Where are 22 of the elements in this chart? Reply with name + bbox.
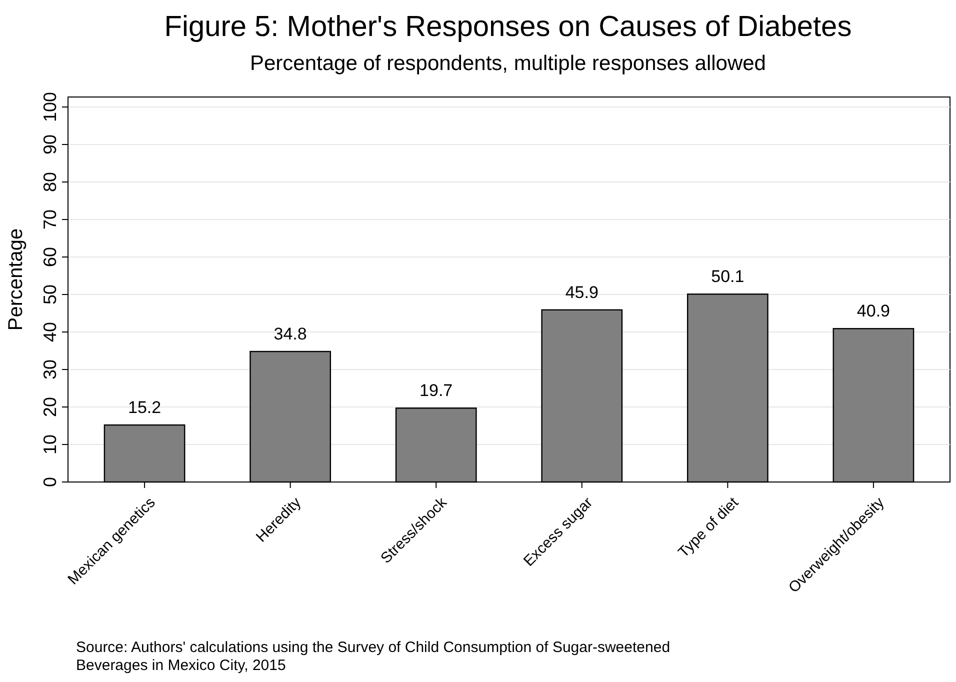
- y-tick-label: 60: [40, 246, 60, 268]
- data-label: 40.9: [856, 302, 890, 321]
- y-tick-label: 70: [40, 209, 60, 230]
- data-label: 45.9: [565, 282, 598, 302]
- y-tick-label: 0: [40, 476, 60, 488]
- y-tick-label: 30: [40, 359, 60, 380]
- y-tick-label: 90: [40, 134, 60, 155]
- data-label: 50.1: [711, 267, 744, 286]
- data-label: 19.7: [420, 381, 453, 400]
- x-tick-label: Type of diet: [675, 494, 742, 562]
- y-tick-label: 100: [40, 92, 60, 122]
- y-tick-label: 80: [40, 172, 60, 192]
- y-tick-label: 20: [40, 396, 60, 418]
- source-note: Source: Authors' calculations using the Survey of Child Consumption of Sugar-sweetened Beverages in Mexico City, 2015: [76, 639, 670, 674]
- y-tick-label: 40: [40, 322, 60, 342]
- data-label: 15.2: [128, 398, 162, 417]
- chart-title: Figure 5: Mother's Responses on Causes of Diabetes: [164, 11, 852, 43]
- chart-subtitle: Percentage of respondents, multiple responses allowed: [250, 52, 766, 75]
- y-tick-label: 50: [40, 284, 60, 305]
- y-tick-label: 10: [40, 434, 60, 455]
- y-axis-title: Percentage: [5, 228, 27, 331]
- data-label: 34.8: [274, 324, 307, 344]
